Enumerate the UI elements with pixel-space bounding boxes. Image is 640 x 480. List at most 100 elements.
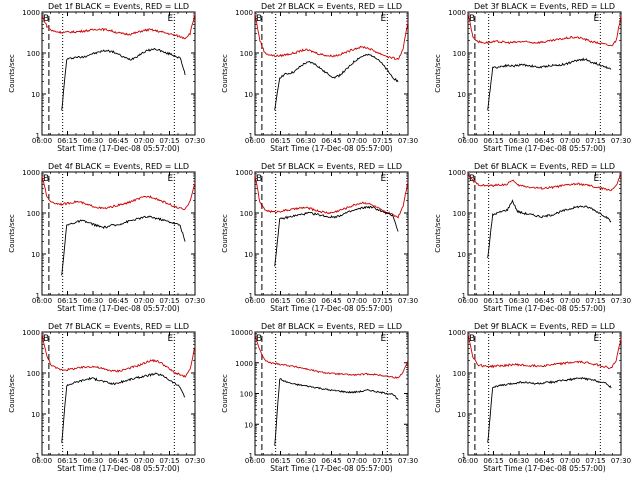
y-tick-label: 10: [244, 251, 253, 259]
y-tick-label: 10: [457, 411, 466, 419]
y-tick-label: 1000: [448, 9, 466, 17]
chart-panel-5: Det 5f BLACK = Events, RED = LLD 1 10 100 10…: [221, 162, 418, 313]
begin-marker: B: [43, 14, 49, 24]
y-tick-label: 1000: [235, 9, 253, 17]
lld-series-line: [467, 173, 622, 192]
x-tick-label: 07:00: [134, 457, 154, 465]
begin-marker: B: [256, 174, 262, 184]
x-tick-label: 06:45: [534, 457, 554, 465]
x-tick-label: 06:30: [296, 457, 316, 465]
plot-frame: [254, 11, 409, 136]
x-tick-label: 06:30: [296, 297, 316, 305]
y-tick-label: 1: [249, 292, 253, 300]
y-tick-label: 1000: [235, 360, 253, 368]
y-tick-label: 10: [457, 251, 466, 259]
chart-title: Det 5f BLACK = Events, RED = LLD: [261, 162, 402, 171]
chart-panel-7: Det 7f BLACK = Events, RED = LLD 1 10 100 10…: [8, 322, 205, 473]
y-tick-label: 100: [27, 370, 40, 378]
lld-series-line: [41, 175, 196, 210]
x-tick-label: 06:45: [534, 297, 554, 305]
events-series-line: [274, 53, 399, 111]
x-axis-label: Start Time (17-Dec-08 05:57:00): [57, 304, 179, 313]
y-tick-label: 100: [27, 50, 40, 58]
x-tick-label: 06:45: [321, 137, 341, 145]
begin-marker: B: [256, 334, 262, 344]
y-tick-label: 1: [462, 132, 466, 140]
x-tick-label: 07:15: [585, 297, 605, 305]
x-tick-label: 07:15: [372, 137, 392, 145]
x-tick-label: 07:15: [159, 297, 179, 305]
begin-marker: B: [43, 174, 49, 184]
x-tick-label: 06:30: [83, 137, 103, 145]
x-tick-label: 07:30: [185, 457, 205, 465]
x-axis-label: Start Time (17-Dec-08 05:57:00): [483, 144, 605, 153]
events-series-line: [487, 57, 612, 111]
chart-panel-2: Det 2f BLACK = Events, RED = LLD 1 10 100 10…: [221, 2, 418, 153]
y-tick-label: 1: [462, 292, 466, 300]
events-series-line: [274, 378, 399, 446]
y-tick-label: 1000: [22, 9, 40, 17]
x-tick-label: 07:00: [560, 457, 580, 465]
y-axis-label: Counts/sec: [8, 374, 16, 413]
plot-frame: [467, 331, 622, 456]
x-axis-label: Start Time (17-Dec-08 05:57:00): [483, 304, 605, 313]
events-series-line: [487, 376, 612, 443]
end-marker: E: [380, 174, 386, 184]
x-tick-label: 07:00: [560, 297, 580, 305]
begin-marker: B: [43, 334, 49, 344]
x-tick-label: 06:15: [270, 457, 290, 465]
y-tick-label: 100: [453, 370, 466, 378]
end-marker: E: [380, 14, 386, 24]
y-axis-label: Counts/sec: [221, 214, 229, 253]
y-axis-label: Counts/sec: [221, 54, 229, 93]
x-tick-label: 07:00: [347, 297, 367, 305]
chart-title: Det 8f BLACK = Events, RED = LLD: [261, 322, 402, 331]
y-tick-label: 1000: [235, 169, 253, 177]
y-tick-label: 1: [36, 452, 40, 460]
x-tick-label: 07:15: [372, 457, 392, 465]
x-tick-label: 06:30: [509, 457, 529, 465]
x-tick-label: 07:15: [585, 457, 605, 465]
events-series-line: [487, 199, 612, 259]
x-tick-label: 06:00: [458, 457, 478, 465]
y-axis-label: Counts/sec: [434, 374, 442, 413]
chart-panel-8: Det 8f BLACK = Events, RED = LLD 1 10 100 10…: [221, 322, 418, 473]
plot-frame: [467, 11, 622, 136]
x-tick-label: 06:45: [321, 297, 341, 305]
chart-title: Det 9f BLACK = Events, RED = LLD: [474, 322, 615, 331]
x-tick-label: 06:15: [483, 137, 503, 145]
chart-panel-9: Det 9f BLACK = Events, RED = LLD 1 10 100 10…: [434, 322, 631, 473]
x-tick-label: 07:30: [398, 457, 418, 465]
events-series-line: [61, 372, 186, 443]
lld-series-line: [254, 334, 409, 379]
chart-title: Det 3f BLACK = Events, RED = LLD: [474, 2, 615, 11]
x-tick-label: 07:30: [611, 297, 631, 305]
x-tick-label: 06:30: [509, 137, 529, 145]
x-axis-label: Start Time (17-Dec-08 05:57:00): [57, 464, 179, 473]
y-tick-label: 100: [240, 50, 253, 58]
plot-frame: [41, 171, 196, 296]
x-tick-label: 07:15: [159, 457, 179, 465]
x-tick-label: 06:30: [83, 297, 103, 305]
x-tick-label: 06:00: [245, 457, 265, 465]
x-tick-label: 06:15: [483, 297, 503, 305]
x-tick-label: 07:00: [347, 137, 367, 145]
x-tick-label: 07:00: [134, 297, 154, 305]
y-tick-label: 100: [27, 210, 40, 218]
y-tick-label: 1: [462, 452, 466, 460]
x-tick-label: 06:15: [57, 457, 77, 465]
x-tick-label: 06:00: [245, 137, 265, 145]
end-marker: E: [167, 174, 173, 184]
y-axis-label: Counts/sec: [221, 374, 229, 413]
x-tick-label: 07:00: [560, 137, 580, 145]
x-tick-label: 07:15: [585, 137, 605, 145]
chart-title: Det 1f BLACK = Events, RED = LLD: [48, 2, 189, 11]
x-tick-label: 06:15: [483, 457, 503, 465]
x-tick-label: 07:30: [398, 297, 418, 305]
y-tick-label: 1: [36, 292, 40, 300]
x-axis-label: Start Time (17-Dec-08 05:57:00): [270, 304, 392, 313]
events-series-line: [61, 47, 186, 111]
y-tick-label: 100: [453, 50, 466, 58]
chart-title: Det 7f BLACK = Events, RED = LLD: [48, 322, 189, 331]
